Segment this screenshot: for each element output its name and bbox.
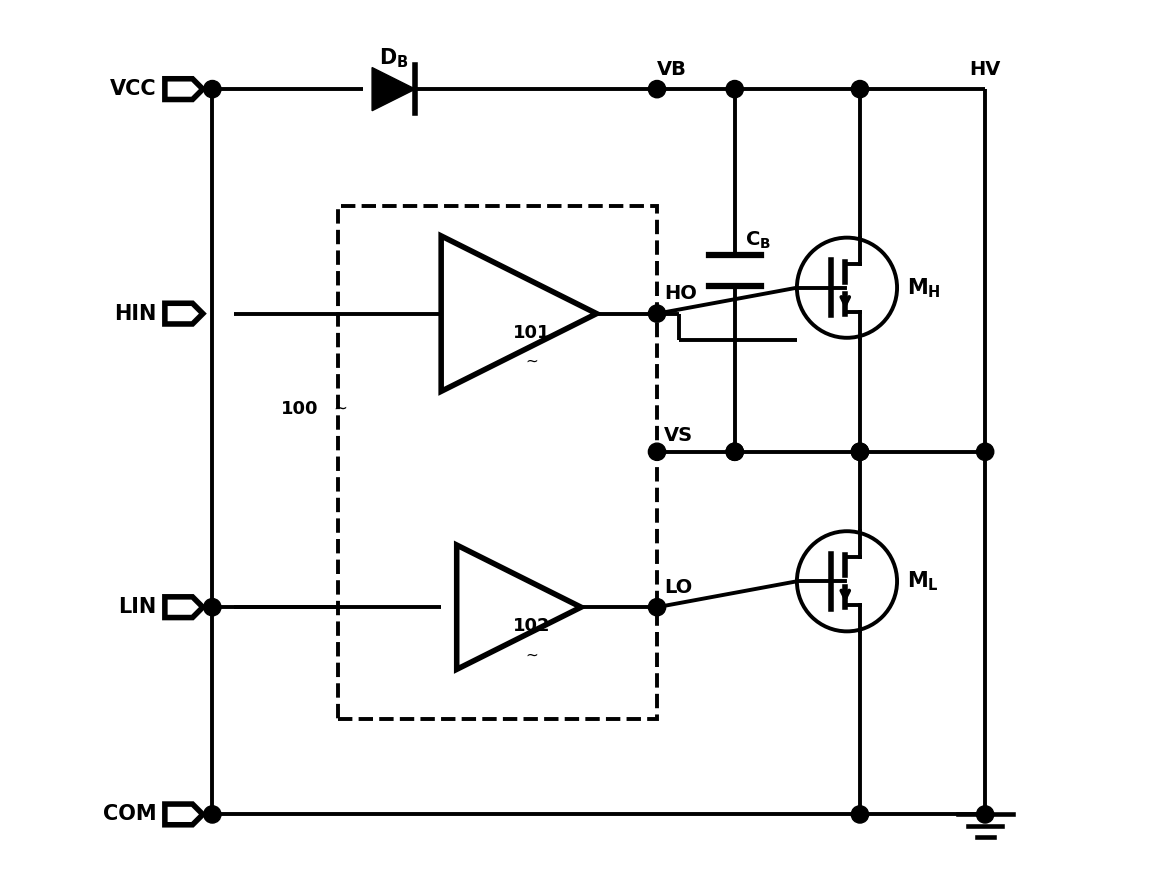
Circle shape: [649, 81, 666, 97]
Circle shape: [204, 806, 221, 823]
Text: ~: ~: [526, 354, 538, 368]
Bar: [338, 206, 657, 720]
Circle shape: [976, 443, 994, 461]
Text: HO: HO: [664, 284, 697, 303]
Circle shape: [726, 81, 743, 97]
Text: HIN: HIN: [114, 303, 156, 323]
Circle shape: [976, 806, 994, 823]
Text: 100: 100: [282, 400, 319, 418]
Circle shape: [726, 443, 743, 461]
Text: HV: HV: [969, 60, 1000, 79]
Text: LO: LO: [664, 578, 692, 597]
Circle shape: [649, 599, 666, 616]
Circle shape: [851, 443, 868, 461]
Circle shape: [851, 806, 868, 823]
Circle shape: [726, 443, 743, 461]
Text: VS: VS: [664, 426, 693, 445]
Circle shape: [851, 81, 868, 97]
Text: LIN: LIN: [118, 597, 156, 617]
Text: $\mathbf{D_B}$: $\mathbf{D_B}$: [378, 47, 408, 70]
Text: $\mathbf{C_B}$: $\mathbf{C_B}$: [745, 229, 772, 251]
Text: 101: 101: [513, 323, 551, 342]
Circle shape: [851, 443, 868, 461]
Text: COM: COM: [102, 805, 156, 825]
Circle shape: [204, 81, 221, 97]
Circle shape: [649, 305, 666, 322]
Text: VB: VB: [657, 60, 687, 79]
Text: ~: ~: [526, 647, 538, 662]
Polygon shape: [373, 68, 415, 110]
Text: 102: 102: [513, 617, 551, 635]
Circle shape: [649, 443, 666, 461]
Text: VCC: VCC: [109, 79, 156, 99]
Circle shape: [204, 599, 221, 616]
Text: $\mathbf{M_L}$: $\mathbf{M_L}$: [907, 569, 940, 593]
Text: $\mathbf{M_H}$: $\mathbf{M_H}$: [907, 276, 942, 300]
Text: ~: ~: [334, 400, 347, 418]
